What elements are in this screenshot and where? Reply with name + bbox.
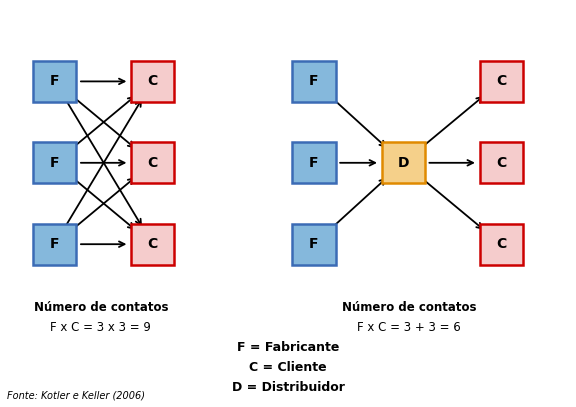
Text: Número de contatos: Número de contatos bbox=[33, 301, 168, 314]
Text: Número de contatos: Número de contatos bbox=[342, 301, 476, 314]
Text: D = Distribuidor: D = Distribuidor bbox=[232, 381, 344, 394]
Text: F: F bbox=[50, 74, 59, 88]
FancyBboxPatch shape bbox=[381, 142, 425, 183]
Text: C: C bbox=[147, 156, 158, 170]
Text: C: C bbox=[496, 74, 506, 88]
Text: C: C bbox=[496, 156, 506, 170]
Text: D: D bbox=[397, 156, 409, 170]
FancyBboxPatch shape bbox=[33, 61, 76, 102]
FancyBboxPatch shape bbox=[293, 61, 335, 102]
Text: F: F bbox=[50, 237, 59, 251]
Text: C: C bbox=[147, 237, 158, 251]
Text: F x C = 3 x 3 = 9: F x C = 3 x 3 = 9 bbox=[50, 321, 151, 334]
FancyBboxPatch shape bbox=[131, 142, 174, 183]
Text: F: F bbox=[50, 156, 59, 170]
Text: C: C bbox=[496, 237, 506, 251]
FancyBboxPatch shape bbox=[479, 61, 523, 102]
Text: F = Fabricante: F = Fabricante bbox=[237, 341, 339, 354]
Text: C: C bbox=[147, 74, 158, 88]
FancyBboxPatch shape bbox=[479, 142, 523, 183]
Text: C = Cliente: C = Cliente bbox=[249, 361, 327, 374]
Text: F: F bbox=[309, 74, 319, 88]
Text: F: F bbox=[309, 156, 319, 170]
FancyBboxPatch shape bbox=[479, 224, 523, 265]
Text: F x C = 3 + 3 = 6: F x C = 3 + 3 = 6 bbox=[357, 321, 461, 334]
FancyBboxPatch shape bbox=[131, 61, 174, 102]
FancyBboxPatch shape bbox=[131, 224, 174, 265]
FancyBboxPatch shape bbox=[293, 224, 335, 265]
FancyBboxPatch shape bbox=[33, 224, 76, 265]
FancyBboxPatch shape bbox=[293, 142, 335, 183]
Text: Fonte: Kotler e Keller (2006): Fonte: Kotler e Keller (2006) bbox=[7, 391, 145, 401]
Text: F: F bbox=[309, 237, 319, 251]
FancyBboxPatch shape bbox=[33, 142, 76, 183]
